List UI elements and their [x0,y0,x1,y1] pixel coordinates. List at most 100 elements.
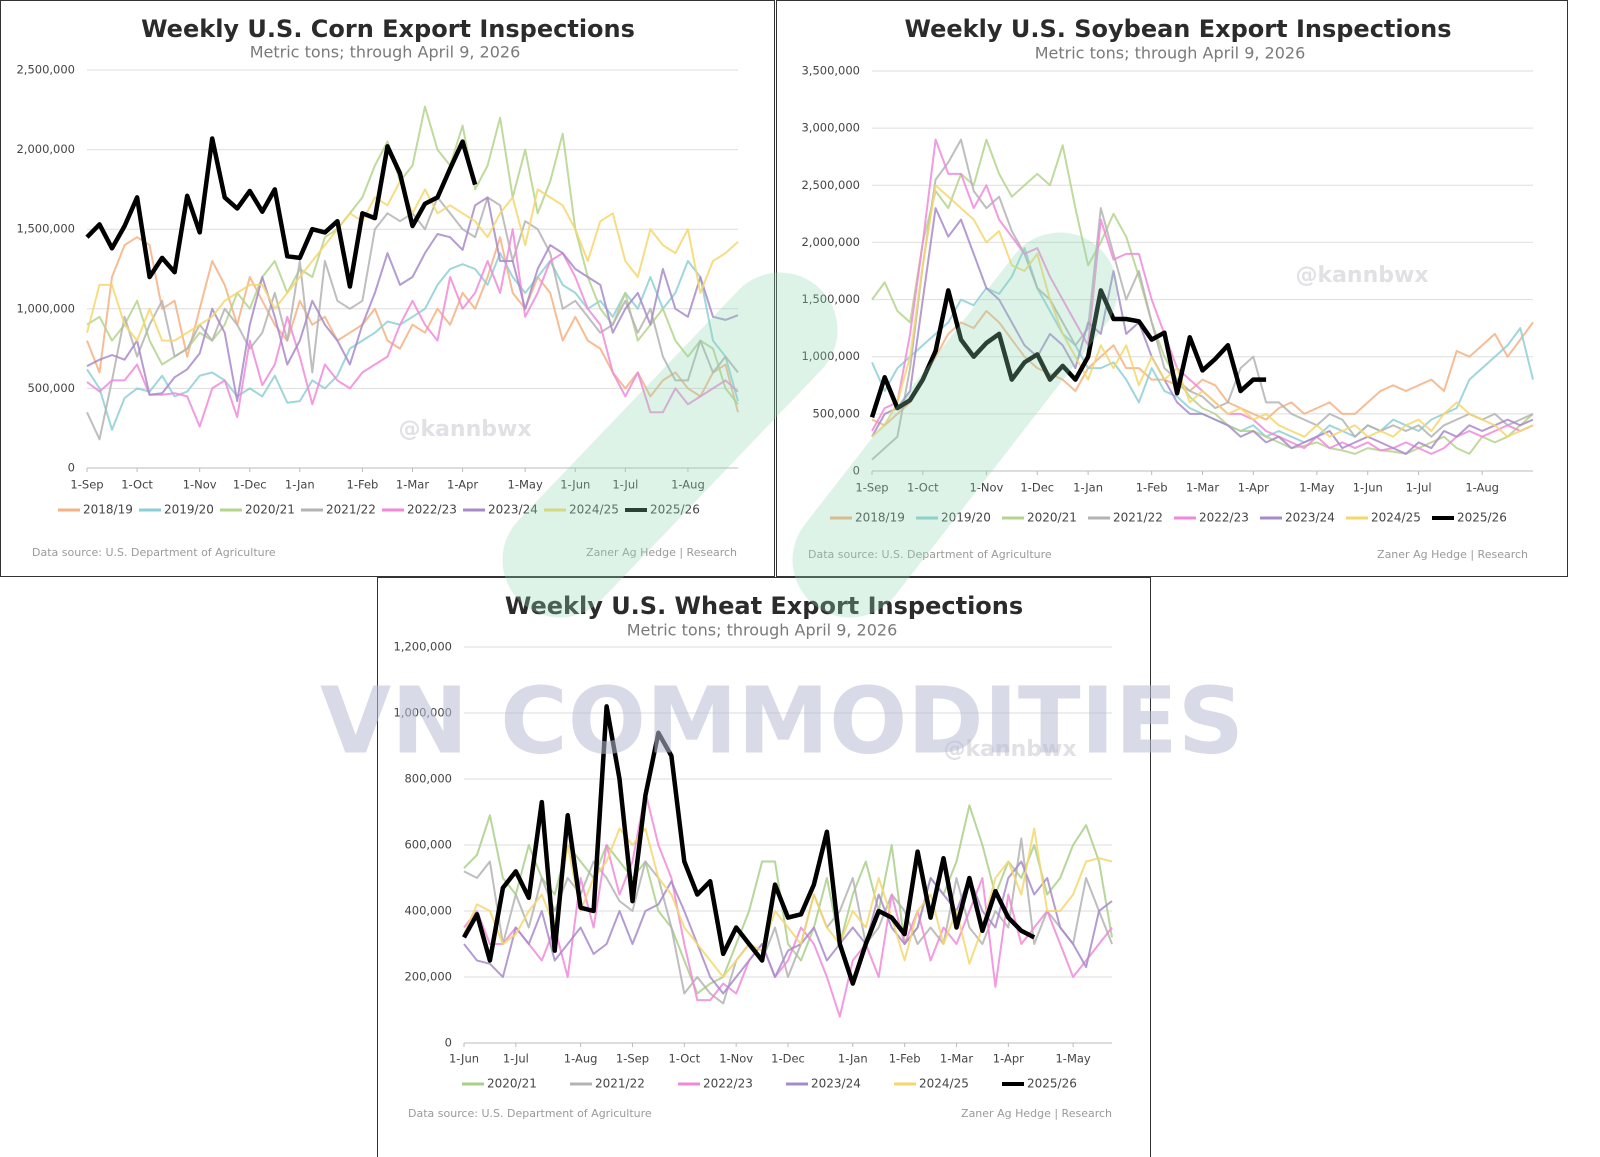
series-line [86,252,739,431]
legend-label: 2019/20 [941,511,991,525]
x-tick-label: 1-Aug [671,478,705,492]
y-tick-label: 2,500,000 [801,178,860,192]
legend-label: 2023/24 [488,503,538,517]
y-tick-label: 500,000 [27,381,75,395]
legend-label: 2021/22 [326,503,376,517]
legend-label: 2024/25 [1371,511,1421,525]
series-line [871,310,1534,427]
series-line [86,236,739,413]
y-tick-label: 1,000,000 [16,301,75,315]
x-tick-label: 1-Dec [1020,481,1054,495]
x-tick-label: 1-Mar [396,478,429,492]
legend-label: 2025/26 [650,503,700,517]
x-tick-label: 1-Apr [993,1052,1024,1066]
source-note: Data source: U.S. Department of Agricult… [408,1107,652,1120]
y-tick-label: 3,000,000 [801,121,860,135]
y-tick-label: 200,000 [404,970,452,984]
series-line [463,791,1113,1018]
series-line [463,827,1113,978]
x-tick-label: 1-Dec [771,1052,805,1066]
x-tick-label: 1-Sep [616,1052,649,1066]
x-tick-label: 1-Mar [940,1052,973,1066]
credit-note: Zaner Ag Hedge | Research [961,1107,1112,1120]
series-line [871,207,1534,455]
source-note: Data source: U.S. Department of Agricult… [32,546,276,559]
legend-label: 2020/21 [487,1077,537,1091]
series-line [85,136,478,289]
y-tick-label: 0 [853,464,860,478]
watermark: @kannbwx [943,737,1076,762]
series-line [871,138,1534,455]
x-tick-label: 1-Jan [1073,481,1103,495]
y-tick-label: 600,000 [404,838,452,852]
series-line [86,180,739,342]
legend-label: 2023/24 [811,1077,861,1091]
wheat-panel [377,577,1151,1157]
y-tick-label: 0 [445,1036,452,1050]
soybean-panel [776,0,1568,577]
x-tick-label: 1-Apr [1238,481,1269,495]
y-tick-label: 800,000 [404,772,452,786]
chart-subtitle: Metric tons; through April 9, 2026 [627,621,898,640]
credit-note: Zaner Ag Hedge | Research [1377,548,1528,561]
source-note: Data source: U.S. Department of Agricult… [808,548,1052,561]
x-tick-label: 1-Feb [1136,481,1168,495]
x-tick-label: 1-Sep [70,478,103,492]
corn-panel [0,0,775,577]
chart-subtitle: Metric tons; through April 9, 2026 [250,43,521,62]
series-line [86,196,739,403]
x-tick-label: 1-Aug [564,1052,598,1066]
legend-label: 2018/19 [855,511,905,525]
x-tick-label: 1-Oct [121,478,153,492]
y-tick-label: 3,500,000 [801,64,860,78]
legend-label: 2025/26 [1027,1077,1077,1091]
credit-note: Zaner Ag Hedge | Research [586,546,737,559]
x-tick-label: 1-Nov [183,478,217,492]
legend-label: 2021/22 [1113,511,1163,525]
x-tick-label: 1-Jun [449,1052,479,1066]
y-tick-label: 500,000 [812,406,860,420]
legend-label: 2022/23 [1199,511,1249,525]
x-tick-label: 1-Jul [612,478,638,492]
y-tick-label: 2,000,000 [16,142,75,156]
series-line [86,228,739,428]
legend-label: 2021/22 [595,1077,645,1091]
chart-subtitle: Metric tons; through April 9, 2026 [1035,44,1306,63]
legend-label: 2020/21 [1027,511,1077,525]
x-tick-label: 1-Jan [285,478,315,492]
legend-label: 2022/23 [703,1077,753,1091]
x-tick-label: 1-Oct [668,1052,700,1066]
charts: @kannbwx Weekly U.S. Corn Export Inspecti… [16,15,1534,1120]
legend-label: 2024/25 [919,1077,969,1091]
series-line [869,288,1267,418]
chart-title: Weekly U.S. Wheat Export Inspections [505,592,1023,620]
y-tick-label: 2,000,000 [801,235,860,249]
x-tick-label: 1-Mar [1186,481,1219,495]
legend-label: 2019/20 [164,503,214,517]
watermark: @kannbwx [1295,263,1428,288]
x-tick-label: 1-Dec [233,478,267,492]
legend-label: 2025/26 [1457,511,1507,525]
series-line [463,860,1113,995]
legend-label: 2020/21 [245,503,295,517]
x-tick-label: 1-Jun [1353,481,1383,495]
series-line [462,704,1036,986]
x-tick-label: 1-Jan [838,1052,868,1066]
y-tick-label: 2,500,000 [16,63,75,77]
legend-label: 2022/23 [407,503,457,517]
x-tick-label: 1-May [508,478,543,492]
x-tick-label: 1-Aug [1465,481,1499,495]
x-tick-label: 1-Jul [1406,481,1432,495]
chart-title: Weekly U.S. Corn Export Inspections [141,15,635,43]
y-tick-label: 1,000,000 [393,706,452,720]
y-tick-label: 1,000,000 [801,349,860,363]
x-tick-label: 1-May [1055,1052,1090,1066]
series-line [871,184,1534,438]
y-tick-label: 400,000 [404,904,452,918]
x-tick-label: 1-Nov [969,481,1003,495]
watermark: @kannbwx [398,417,531,442]
x-tick-label: 1-Apr [447,478,478,492]
x-tick-label: 1-Nov [719,1052,753,1066]
